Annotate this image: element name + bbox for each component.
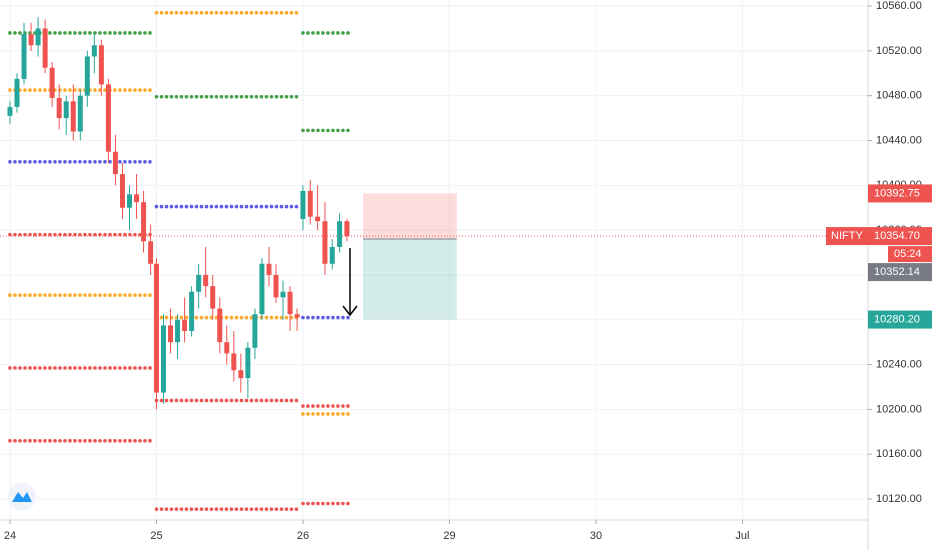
candle-body: [203, 274, 209, 287]
candle-body: [153, 263, 159, 393]
candle-body: [329, 246, 335, 264]
symbol-label: NIFTY: [831, 230, 863, 242]
candle-body: [168, 325, 174, 343]
arrow: [342, 248, 358, 317]
candle-body: [315, 216, 321, 222]
y-tick-label: 10520.00: [876, 45, 922, 57]
candle-body: [70, 101, 76, 132]
countdown: 05:24: [894, 248, 922, 260]
x-tick-label: 30: [590, 530, 602, 542]
price-label: 10280.20: [874, 313, 920, 325]
symbol-label-bg: [826, 227, 868, 246]
candle-body: [245, 347, 251, 379]
candle-body: [196, 274, 202, 292]
candle-body: [14, 78, 20, 107]
candle-body: [210, 286, 216, 309]
stop-zone: [363, 193, 457, 239]
price-label: 10352.14: [874, 266, 920, 278]
candle-body: [42, 28, 48, 68]
y-tick-label: 10560.00: [876, 0, 922, 12]
candle-body: [63, 101, 69, 119]
price-label-bg: [868, 263, 932, 282]
x-tick-label: 29: [443, 530, 455, 542]
x-tick-label: Jul: [735, 530, 749, 542]
candle-body: [35, 28, 41, 46]
candle-body: [238, 370, 244, 379]
candle-body: [134, 194, 140, 203]
target-zone: [363, 238, 457, 320]
candle-body: [7, 106, 13, 116]
candle-body: [266, 263, 272, 275]
candle-body: [307, 190, 313, 217]
y-tick-label: 10120.00: [876, 493, 922, 505]
candle-body: [49, 67, 55, 98]
price-label: 10392.75: [874, 187, 920, 199]
candle-body: [56, 97, 62, 119]
candle-body: [175, 319, 181, 343]
candle-body: [119, 174, 125, 208]
candle-body: [160, 325, 166, 393]
price-label-bg: [868, 227, 932, 246]
candle-body: [337, 221, 343, 247]
candle-body: [28, 34, 34, 46]
candle-body: [98, 45, 104, 85]
candle-body: [273, 274, 279, 298]
candle-body: [84, 56, 90, 96]
y-tick-label: 10440.00: [876, 134, 922, 146]
y-tick-label: 10200.00: [876, 403, 922, 415]
x-tick-label: 24: [4, 530, 16, 542]
candle-body: [105, 84, 111, 152]
candle-body: [344, 221, 350, 237]
candle-body: [141, 202, 147, 242]
candle-body: [322, 221, 328, 264]
candle-body: [252, 314, 258, 348]
axis: 10120.0010160.0010200.0010240.0010280.00…: [4, 0, 932, 542]
candle-body: [231, 353, 237, 371]
y-tick-label: 10480.00: [876, 90, 922, 102]
candle-body: [287, 291, 293, 315]
y-tick-label: 10240.00: [876, 359, 922, 371]
logo: [8, 483, 36, 511]
price-label-bg: [868, 310, 932, 329]
candle-body: [127, 194, 133, 208]
x-tick-label: 26: [297, 530, 309, 542]
candle-body: [112, 151, 118, 175]
grid: [0, 0, 868, 520]
candle-body: [300, 190, 306, 219]
candle-body: [77, 95, 83, 132]
y-tick-label: 10160.00: [876, 448, 922, 460]
price-label: 10354.70: [874, 230, 920, 242]
candle-body: [91, 45, 97, 57]
candle-body: [21, 34, 27, 79]
x-tick-label: 25: [150, 530, 162, 542]
price-label-bg: [868, 184, 932, 203]
candle-body: [148, 241, 154, 264]
candle-body: [224, 342, 230, 354]
candle-body: [259, 263, 265, 315]
candle-body: [280, 291, 286, 298]
countdown-bg: [888, 246, 932, 263]
plot: [0, 10, 868, 511]
candle-body: [182, 319, 188, 331]
candle-body: [294, 314, 300, 318]
candle-body: [217, 308, 223, 343]
candle-body: [189, 291, 195, 331]
